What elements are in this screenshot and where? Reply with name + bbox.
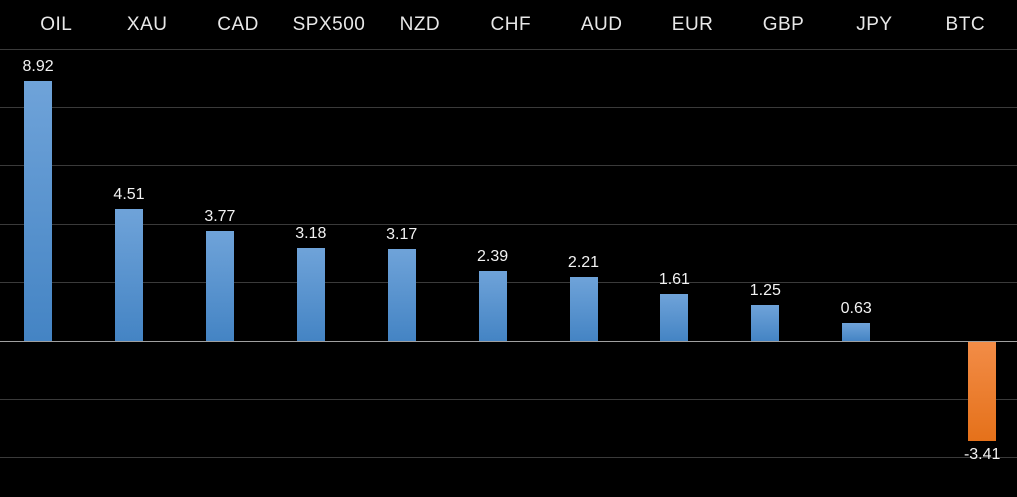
gridline xyxy=(0,165,1017,167)
bar-jpy xyxy=(842,322,871,341)
category-label-eur: EUR xyxy=(671,14,714,35)
bar-xau xyxy=(115,209,143,341)
value-label-spx500: 3.18 xyxy=(295,225,327,243)
category-label-aud: AUD xyxy=(580,14,623,35)
gridline xyxy=(0,48,1017,50)
bar-cad xyxy=(205,231,234,341)
category-label-cad: CAD xyxy=(217,14,259,35)
value-label-xau: 4.51 xyxy=(113,186,145,204)
category-label-nzd: NZD xyxy=(399,14,441,35)
category-label-oil: OIL xyxy=(40,14,73,35)
gridline xyxy=(0,223,1017,225)
x-axis-zero-line xyxy=(0,340,1017,342)
category-label-gbp: GBP xyxy=(762,14,805,35)
bar-gbp xyxy=(751,304,780,341)
category-label-spx500: SPX500 xyxy=(292,14,366,35)
bar-chf xyxy=(478,271,507,341)
gridline xyxy=(0,398,1017,400)
value-label-aud: 2.21 xyxy=(567,253,600,271)
value-label-chf: 2.39 xyxy=(477,248,509,266)
value-label-nzd: 3.17 xyxy=(386,225,418,243)
bar-spx500 xyxy=(296,248,325,341)
gridline xyxy=(0,282,1017,284)
bar-aud xyxy=(569,276,598,341)
value-label-oil: 8.92 xyxy=(22,57,54,75)
category-label-btc: BTC xyxy=(945,14,986,35)
value-label-gbp: 1.25 xyxy=(749,281,781,299)
value-label-jpy: 0.63 xyxy=(840,299,872,317)
category-label-jpy: JPY xyxy=(856,14,893,35)
value-label-btc: -3.41 xyxy=(963,446,1001,464)
gridline xyxy=(0,107,1017,109)
value-label-eur: 1.61 xyxy=(658,271,690,289)
bar-eur xyxy=(660,294,689,341)
bar-nzd xyxy=(387,248,416,341)
gridline xyxy=(0,457,1017,459)
bar-btc xyxy=(968,342,997,442)
value-label-cad: 3.77 xyxy=(204,208,236,226)
bar-oil xyxy=(24,80,53,341)
category-label-xau: XAU xyxy=(126,14,168,35)
category-label-chf: CHF xyxy=(490,14,532,35)
